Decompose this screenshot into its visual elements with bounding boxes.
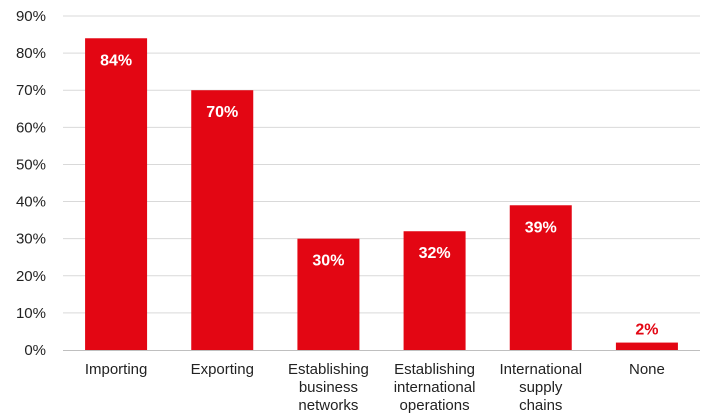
y-tick-label: 60%	[16, 119, 46, 136]
x-tick-label-line: operations	[400, 397, 470, 414]
x-tick-label-line: None	[629, 361, 665, 378]
y-tick-label: 30%	[16, 231, 46, 248]
x-tick-label: International supply chains	[499, 361, 582, 414]
x-tick-label: None	[629, 361, 665, 378]
y-tick-label: 50%	[16, 156, 46, 173]
bar	[191, 90, 254, 350]
bar	[615, 342, 678, 350]
data-labels: 84% 70% 30% 32% 39% 2%	[100, 52, 658, 338]
x-axis-category-labels: Importing Exporting Establishing business ne…	[85, 361, 665, 414]
y-tick-label: 20%	[16, 268, 46, 285]
gridlines	[63, 15, 700, 314]
bar	[85, 38, 148, 351]
data-label: 32%	[419, 245, 451, 262]
y-tick-label: 0%	[24, 342, 46, 359]
x-tick-label-line: business	[299, 379, 358, 396]
x-tick-label: Establishing international operations	[394, 361, 476, 414]
x-tick-label-line: International	[499, 361, 582, 378]
data-label: 39%	[525, 219, 557, 236]
y-axis-tick-labels: 0% 10% 20% 30% 40% 50% 60% 70% 80% 90%	[16, 8, 46, 359]
data-label: 30%	[312, 253, 344, 270]
x-tick-label-line: Establishing	[288, 361, 369, 378]
x-tick-label: Exporting	[191, 361, 254, 378]
bar	[297, 238, 360, 350]
bars	[85, 38, 678, 351]
x-tick-label-line: international	[394, 379, 476, 396]
y-tick-label: 70%	[16, 82, 46, 99]
x-tick-label-line: supply	[519, 379, 563, 396]
bar	[403, 231, 466, 350]
x-tick-label: Importing	[85, 361, 148, 378]
x-tick-label-line: networks	[298, 397, 358, 414]
x-tick-label-line: Exporting	[191, 361, 254, 378]
bar	[509, 205, 572, 350]
y-tick-label: 80%	[16, 45, 46, 62]
x-tick-label-line: Importing	[85, 361, 148, 378]
data-label: 84%	[100, 52, 132, 69]
x-tick-label: Establishing business networks	[288, 361, 369, 414]
y-tick-label: 10%	[16, 305, 46, 322]
data-label: 2%	[635, 322, 658, 339]
y-tick-label: 40%	[16, 194, 46, 211]
x-tick-label-line: chains	[519, 397, 562, 414]
data-label: 70%	[206, 104, 238, 121]
y-tick-label: 90%	[16, 8, 46, 25]
x-tick-label-line: Establishing	[394, 361, 475, 378]
